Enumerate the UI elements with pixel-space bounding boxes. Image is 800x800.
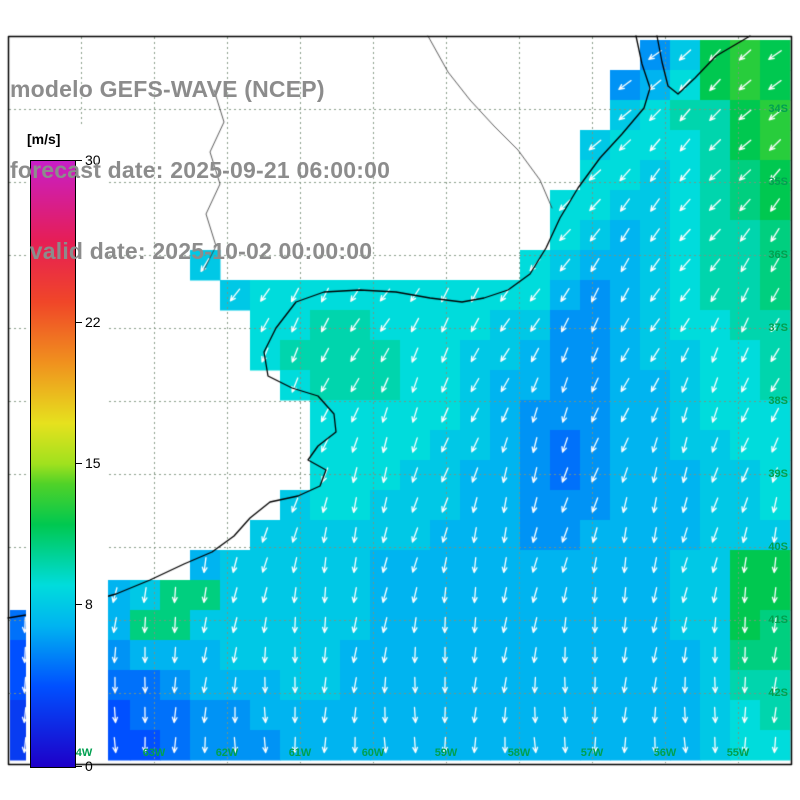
colorbar-tick-label: 0 [85,758,93,774]
colorbar-tick-label: 22 [85,313,101,330]
longitude-label: 58W [507,747,531,759]
longitude-label: 59W [434,747,458,759]
valid-date: valid date: 2025-10-02 00:00:00 [10,238,373,264]
latitude-label: 40S [768,541,788,553]
map-header: modelo GEFS-WAVE (NCEP) forecast date: 2… [10,22,390,292]
latitude-label: 38S [768,395,788,407]
longitude-label: 63W [142,747,166,759]
colorbar-tick-label: 15 [85,455,101,471]
colorbar-tick-mark [76,766,82,767]
colorbar-units-label: [m/s] [27,131,61,147]
longitude-label: 61W [288,747,312,759]
latitude-label: 42S [768,687,788,699]
latitude-label: 39S [768,468,788,480]
colorbar-tick-mark [76,160,82,161]
latitude-label: 41S [768,614,788,626]
model-title: modelo GEFS-WAVE (NCEP) [10,76,325,102]
longitude-label: 62W [215,747,239,759]
latitude-label: 34S [768,103,788,115]
colorbar-tick-mark [76,463,82,464]
latitude-label: 36S [768,249,788,261]
longitude-label: 60W [361,747,385,759]
longitude-label: 55W [726,747,750,759]
colorbar-tick-mark [76,321,82,323]
colorbar-tick-label: 30 [85,152,101,168]
latitude-label: 35S [768,176,788,188]
latitude-label: 37S [768,322,788,334]
longitude-label: 57W [580,747,604,759]
colorbar-tick-mark [76,604,82,606]
colorbar-tick-label: 8 [85,596,93,613]
longitude-label: 56W [653,747,677,759]
colorbar-gradient [30,160,76,768]
forecast-date: forecast date: 2025-09-21 06:00:00 [10,157,391,183]
